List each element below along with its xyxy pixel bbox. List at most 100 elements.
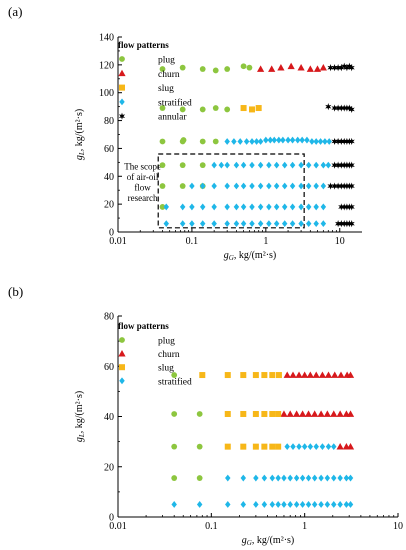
x-axis-label: gG, kg/(m²·s) (242, 535, 295, 547)
series-slug (199, 372, 282, 450)
point-stratified (293, 474, 300, 482)
point-stratified (240, 474, 247, 482)
point-stratified (273, 182, 280, 190)
series-churn (280, 371, 355, 450)
point-stratified (281, 220, 288, 228)
point-stratified (224, 203, 230, 211)
point-stratified (313, 220, 319, 228)
point-churn (268, 65, 276, 72)
point-stratified (257, 138, 264, 145)
point-stratified (313, 161, 319, 169)
point-stratified (243, 138, 250, 145)
point-annular (327, 182, 334, 190)
point-churn (257, 65, 265, 72)
point-slug (275, 372, 282, 379)
point-stratified (257, 161, 264, 169)
point-stratified (305, 203, 312, 211)
chart-panel-a: (a) 0 20 40 60 80 100 120 140 0.01 0.1 1 10 gG, kg/(m… (8, 4, 362, 262)
y-tick-label: 120 (99, 60, 114, 71)
y-tick-label: 40 (104, 172, 114, 183)
point-slug (249, 106, 256, 113)
point-stratified (331, 474, 337, 482)
point-stratified (261, 501, 268, 508)
point-annular (338, 203, 345, 211)
point-slug (275, 443, 282, 450)
point-annular (334, 64, 342, 72)
legend-marker-churn (118, 69, 126, 77)
point-churn (337, 371, 345, 378)
point-plug (171, 411, 178, 417)
point-plug (199, 138, 206, 145)
point-slug (252, 443, 259, 450)
point-slug (275, 410, 282, 417)
point-annular (338, 220, 345, 228)
point-stratified (298, 182, 304, 190)
point-stratified (240, 501, 247, 508)
legend-label-plug: plug (158, 56, 175, 66)
point-annular (341, 104, 348, 112)
legend-marker-stratified (119, 377, 125, 385)
point-churn (336, 410, 344, 417)
y-tick-label: 20 (104, 462, 114, 473)
point-stratified (271, 136, 277, 144)
point-stratified (311, 501, 318, 508)
point-annular (348, 182, 355, 190)
point-stratified (233, 220, 240, 228)
point-slug (240, 443, 247, 450)
point-stratified (263, 136, 269, 144)
point-stratified (281, 161, 288, 169)
point-plug (159, 138, 166, 145)
point-stratified (305, 501, 312, 508)
scope-annotation-line: of air-oil (127, 172, 159, 182)
point-churn (298, 410, 307, 417)
point-stratified (331, 501, 337, 508)
point-stratified (343, 474, 350, 482)
point-stratified (249, 203, 255, 211)
point-stratified (233, 161, 240, 169)
legend-marker-stratified (119, 98, 125, 106)
series-stratified (163, 136, 332, 228)
y-tick-label: 140 (99, 33, 114, 44)
point-plug (159, 66, 166, 72)
point-stratified (293, 501, 300, 508)
point-stratified (320, 182, 327, 190)
point-stratified (276, 136, 282, 144)
point-stratified (290, 443, 296, 451)
point-stratified (320, 161, 327, 169)
point-annular (343, 203, 351, 211)
point-plug (171, 475, 178, 481)
point-stratified (224, 138, 230, 145)
point-stratified (269, 501, 276, 508)
point-stratified (289, 161, 296, 169)
point-churn (304, 410, 313, 417)
point-stratified (305, 220, 312, 228)
point-plug (246, 64, 253, 71)
point-churn (317, 410, 325, 417)
point-plug (224, 106, 231, 113)
point-stratified (253, 501, 259, 508)
point-stratified (249, 182, 255, 190)
point-annular (346, 161, 353, 169)
point-annular (338, 104, 345, 112)
point-stratified (199, 220, 206, 228)
y-tick-label: 80 (104, 116, 114, 127)
point-stratified (289, 220, 296, 228)
point-annular (343, 104, 351, 112)
point-stratified (179, 220, 186, 228)
point-stratified (233, 203, 240, 211)
point-slug (269, 443, 276, 450)
point-annular (331, 182, 338, 190)
point-slug (255, 105, 262, 112)
point-stratified (280, 136, 286, 144)
legend-marker-slug (119, 84, 125, 91)
point-annular (338, 64, 345, 72)
legend-marker-plug (119, 337, 125, 343)
point-stratified (287, 501, 293, 508)
point-stratified (237, 138, 243, 145)
research-scope-box (157, 153, 305, 229)
point-stratified (305, 474, 312, 482)
point-annular (338, 161, 345, 169)
point-stratified (224, 161, 230, 169)
point-plug (196, 443, 203, 450)
point-stratified (309, 138, 315, 145)
